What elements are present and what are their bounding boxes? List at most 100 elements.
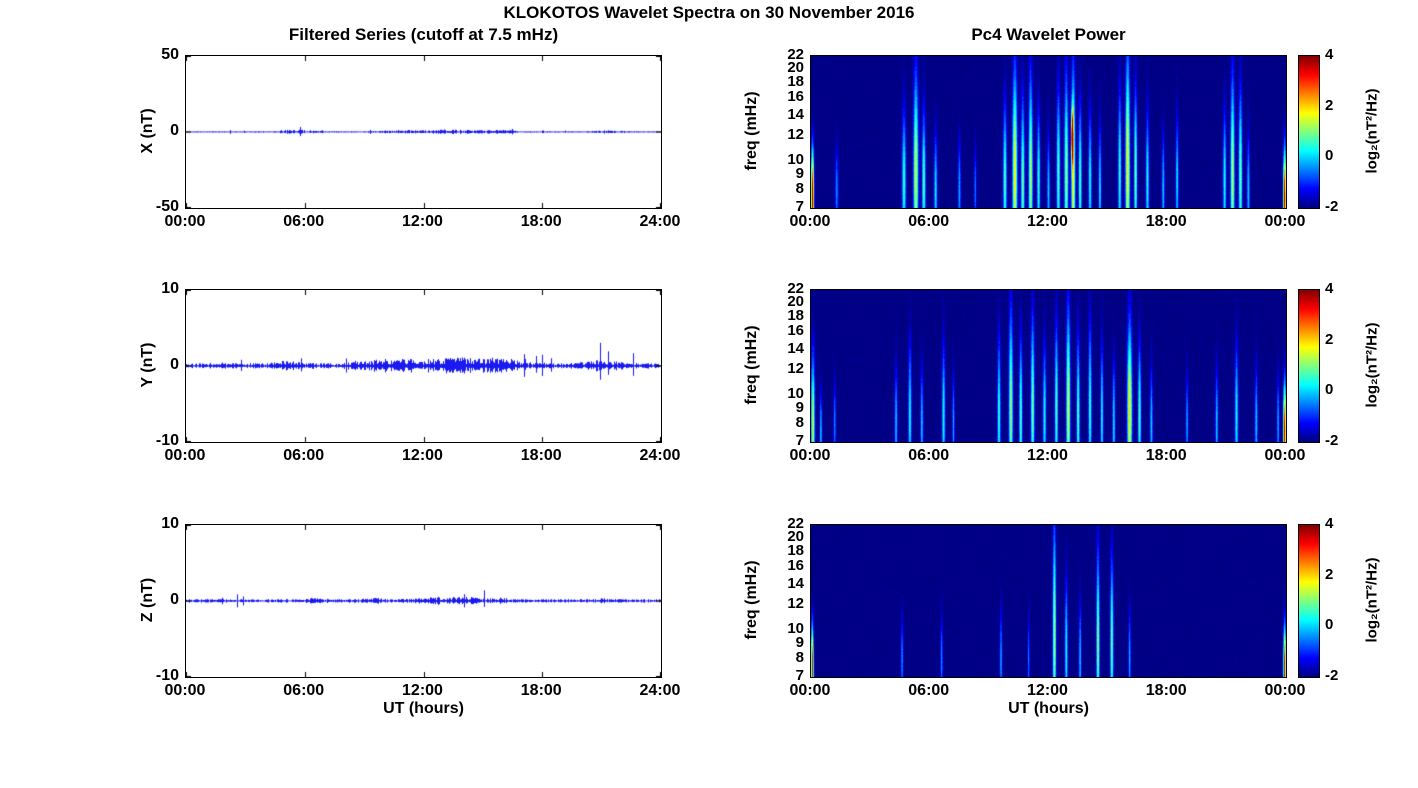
x-tick-label: 06:00 (908, 682, 950, 699)
freq-tick-label: 22 (787, 46, 804, 63)
y-tick-label: 0 (170, 122, 179, 139)
freq-tick-label: 16 (787, 322, 804, 340)
x-tick-label: 18:00 (520, 682, 562, 699)
x-tick-label: 00:00 (1264, 447, 1306, 464)
x-tick-label: 24:00 (639, 682, 681, 699)
x-tick-label: 12:00 (1027, 682, 1068, 699)
colorbar-z (1298, 524, 1320, 678)
x-tick-label: 18:00 (1145, 682, 1187, 699)
freq-tick-label: 14 (787, 339, 804, 357)
freq-tick-label: 20 (787, 527, 804, 545)
freq-tick-label: 7 (795, 667, 804, 684)
freq-tick-label: 8 (795, 414, 804, 432)
x-tick-label: 00:00 (164, 213, 206, 230)
freq-tick-label: 18 (787, 541, 804, 559)
x-tick-label: 00:00 (164, 447, 206, 464)
freq-tick-label: 9 (795, 164, 804, 182)
colorbar-tick-label: -2 (1325, 667, 1339, 684)
freq-tick-label: 10 (787, 384, 804, 402)
x-tick-label: 00:00 (789, 213, 831, 230)
freq-tick-label: 16 (787, 557, 804, 575)
colorbar-label-3: log₂(nT²/Hz) (1363, 557, 1381, 643)
colorbar-tick-label: 0 (1325, 381, 1334, 399)
colorbar-tick-label: 4 (1325, 46, 1334, 63)
freq-tick-label: 16 (787, 88, 804, 106)
x-tick-label: 06:00 (908, 213, 950, 230)
x-tick-label: 18:00 (520, 447, 562, 464)
colorbar-tick-label: 0 (1325, 616, 1334, 634)
x-tick-label: 00:00 (1264, 213, 1306, 230)
freq-tick-label: 18 (787, 306, 804, 324)
freq-tick-label: 14 (787, 574, 804, 592)
colorbar-tick-label: -2 (1325, 198, 1339, 215)
colorbar-tick-label: 2 (1325, 565, 1334, 583)
freq-tick-label: 8 (795, 649, 804, 667)
x-tick-label: 18:00 (1145, 447, 1187, 464)
freq-tick-label: 18 (787, 72, 804, 90)
y-tick-label: 10 (161, 515, 179, 532)
y-tick-label: -10 (155, 432, 179, 449)
y-tick-label: 10 (161, 280, 179, 297)
y-tick-label: 0 (170, 356, 179, 373)
colorbar-label-2: log₂(nT²/Hz) (1363, 322, 1381, 408)
x-axis-label-left: UT (hours) (383, 700, 464, 717)
left-column-title: Filtered Series (cutoff at 7.5 mHz) (288, 25, 559, 44)
right-column-title: Pc4 Wavelet Power (971, 25, 1126, 44)
y-tick-label: 0 (170, 591, 179, 608)
colorbar-x (1298, 55, 1320, 209)
colorbar-label-1: log₂(nT²/Hz) (1363, 88, 1381, 174)
y-tick-label: -50 (155, 198, 179, 215)
y-tick-label: -10 (155, 667, 179, 684)
x-tick-label: 18:00 (520, 213, 562, 230)
freq-tick-label: 22 (787, 515, 804, 532)
freq-tick-label: 9 (795, 633, 804, 651)
colorbar-tick-label: -2 (1325, 432, 1339, 449)
freq-tick-label: 20 (787, 58, 804, 76)
freq-tick-label: 12 (787, 360, 804, 378)
freq-tick-label: 10 (787, 150, 804, 168)
freq-tick-label: 12 (787, 595, 804, 613)
x-tick-label: 00:00 (1264, 682, 1306, 699)
figure-title: KLOKOTOS Wavelet Spectra on 30 November … (503, 3, 915, 22)
x-tick-label: 00:00 (789, 447, 831, 464)
x-tick-label: 24:00 (639, 447, 681, 464)
wavelet-spectrogram-y (810, 289, 1287, 443)
wavelet-spectrogram-z (810, 524, 1287, 678)
freq-tick-label: 12 (787, 126, 804, 144)
colorbar-tick-label: 4 (1325, 515, 1334, 532)
freq-tick-label: 8 (795, 180, 804, 198)
x-axis-label-right: UT (hours) (1008, 700, 1089, 717)
x-tick-label: 06:00 (283, 213, 325, 230)
freq-axis-label-3: freq (mHz) (743, 560, 760, 640)
freq-tick-label: 14 (787, 105, 804, 123)
colorbar-y (1298, 289, 1320, 443)
x-tick-label: 12:00 (1027, 213, 1068, 230)
x-tick-label: 12:00 (1027, 447, 1068, 464)
x-tick-label: 12:00 (402, 447, 443, 464)
x-tick-label: 18:00 (1145, 213, 1187, 230)
x-tick-label: 06:00 (283, 447, 325, 464)
x-tick-label: 00:00 (789, 682, 831, 699)
filtered-series-plot-x (185, 55, 662, 209)
freq-tick-label: 20 (787, 292, 804, 310)
x-tick-label: 24:00 (639, 213, 681, 230)
freq-tick-label: 7 (795, 198, 804, 215)
colorbar-tick-label: 2 (1325, 330, 1334, 348)
x-tick-label: 00:00 (164, 682, 206, 699)
colorbar-tick-label: 0 (1325, 147, 1334, 165)
freq-tick-label: 22 (787, 280, 804, 297)
filtered-series-plot-z (185, 524, 662, 678)
x-tick-label: 12:00 (402, 213, 443, 230)
x-tick-label: 12:00 (402, 682, 443, 699)
freq-axis-label-1: freq (mHz) (743, 91, 760, 171)
y-tick-label: 50 (161, 46, 179, 63)
wavelet-spectrogram-x (810, 55, 1287, 209)
freq-axis-label-2: freq (mHz) (743, 325, 760, 405)
colorbar-tick-label: 2 (1325, 96, 1334, 114)
filtered-series-plot-y (185, 289, 662, 443)
colorbar-tick-label: 4 (1325, 280, 1334, 297)
x-tick-label: 06:00 (908, 447, 950, 464)
freq-tick-label: 7 (795, 432, 804, 449)
x-tick-label: 06:00 (283, 682, 325, 699)
